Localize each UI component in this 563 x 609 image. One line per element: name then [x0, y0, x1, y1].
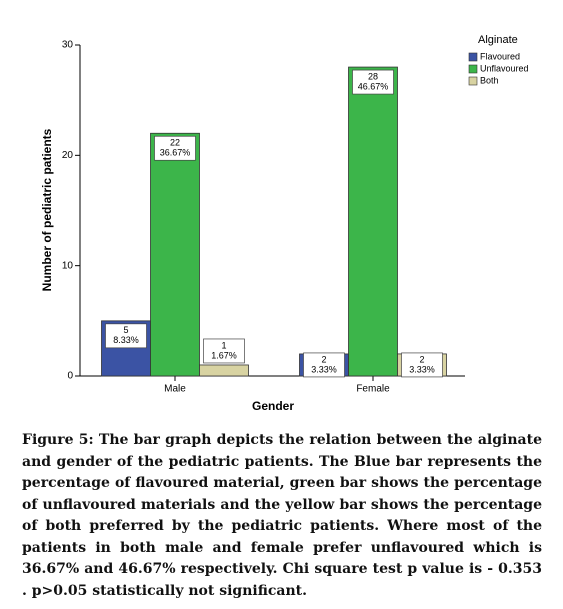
data-label-percent: 8.33% — [113, 335, 139, 345]
data-label-box — [203, 338, 245, 364]
caption-line: of both preferred by the pediatric patie… — [22, 518, 542, 534]
y-tick-label: 20 — [62, 150, 74, 161]
caption-line: Figure 5: The bar graph depicts the rela… — [22, 432, 542, 448]
caption-line: of unflavoured materials and the yellow … — [22, 496, 542, 513]
data-label: 2 — [321, 354, 326, 364]
caption-line: percentage of flavoured material, green … — [22, 475, 542, 491]
legend-swatch — [468, 64, 478, 74]
data-label: 5 — [123, 325, 128, 335]
data-label: 1 — [221, 340, 226, 350]
caption-line: 36.67% and 46.67% respectively. Chi squa… — [22, 561, 542, 577]
data-label: 28 — [368, 71, 378, 81]
y-tick-label: 30 — [62, 40, 74, 51]
data-label-box — [303, 352, 345, 378]
caption-line: and gender of the pediatric patients. Th… — [22, 453, 542, 470]
chart: Number of pediatric patients Gender Algi… — [40, 34, 529, 413]
data-label-box — [401, 352, 443, 378]
data-label-box — [154, 135, 196, 161]
y-axis-label: Number of pediatric patients — [40, 128, 54, 291]
x-axis-label: Gender — [252, 399, 294, 413]
bar — [150, 132, 200, 377]
caption-line: patients in both male and female prefer … — [22, 539, 542, 556]
legend-label: Both — [480, 75, 499, 85]
legend-label: Flavoured — [480, 51, 520, 61]
x-tick-label: Female — [356, 384, 390, 395]
x-tick-label: Male — [164, 384, 186, 395]
bar — [348, 66, 398, 377]
data-label-percent: 1.67% — [211, 350, 237, 360]
data-label-box — [105, 323, 147, 349]
caption: Figure 5: The bar graph depicts the rela… — [22, 430, 542, 602]
data-label: 22 — [170, 138, 180, 148]
y-tick-label: 0 — [67, 371, 73, 382]
data-label-percent: 36.67% — [160, 148, 191, 158]
data-label-box — [352, 69, 394, 95]
legend-label: Unflavoured — [480, 63, 529, 73]
data-label-percent: 3.33% — [409, 364, 435, 374]
caption-line: . p>0.05 statistically not significant. — [22, 582, 307, 599]
data-label-percent: 46.67% — [358, 81, 389, 91]
legend-swatch — [468, 52, 478, 62]
bar — [199, 364, 249, 377]
data-label-percent: 3.33% — [311, 364, 337, 374]
legend-swatch — [468, 76, 478, 86]
y-tick-label: 10 — [62, 260, 74, 271]
legend-title: Alginate — [478, 34, 518, 46]
data-label: 2 — [419, 354, 424, 364]
